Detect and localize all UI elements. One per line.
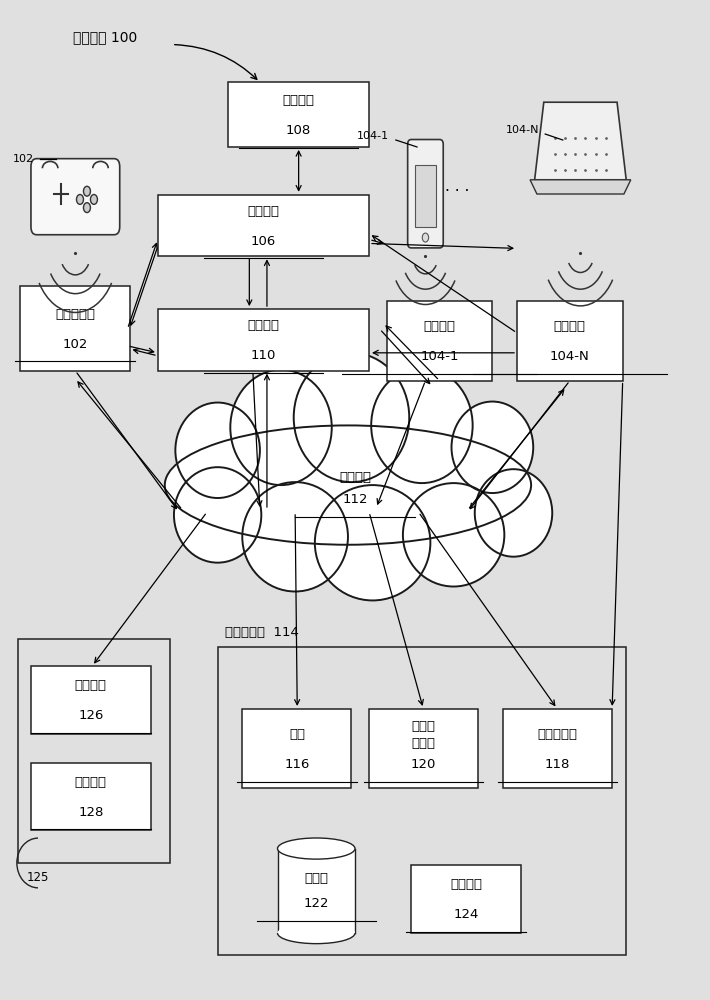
Text: 120: 120 — [411, 758, 437, 771]
Circle shape — [422, 233, 429, 242]
Text: 电子设备: 电子设备 — [554, 320, 586, 333]
Text: 通信网络: 通信网络 — [339, 471, 371, 484]
Text: 前端: 前端 — [289, 728, 305, 741]
Ellipse shape — [174, 467, 261, 563]
Text: 106: 106 — [251, 235, 276, 248]
Ellipse shape — [371, 368, 473, 483]
Text: 128: 128 — [78, 806, 104, 819]
Text: 110: 110 — [251, 349, 276, 362]
Text: 显示设备: 显示设备 — [283, 94, 315, 107]
Text: 112: 112 — [342, 493, 368, 506]
Text: · · ·: · · · — [445, 184, 469, 199]
FancyBboxPatch shape — [31, 159, 120, 235]
Text: 后端资源: 后端资源 — [450, 878, 482, 891]
Ellipse shape — [165, 425, 531, 545]
FancyBboxPatch shape — [228, 82, 369, 147]
Text: 122: 122 — [303, 897, 329, 910]
Text: 接口设备: 接口设备 — [247, 205, 280, 218]
Text: 116: 116 — [284, 758, 310, 771]
FancyBboxPatch shape — [21, 286, 130, 371]
Ellipse shape — [475, 469, 552, 557]
Polygon shape — [530, 180, 630, 194]
Text: 媒体流: 媒体流 — [412, 720, 436, 733]
FancyBboxPatch shape — [387, 301, 492, 381]
Text: 游戏控制器: 游戏控制器 — [55, 308, 95, 321]
Text: 104-1: 104-1 — [356, 131, 389, 141]
Text: 本地网络: 本地网络 — [247, 319, 280, 332]
Ellipse shape — [315, 485, 430, 600]
FancyBboxPatch shape — [158, 309, 369, 371]
Ellipse shape — [278, 923, 355, 944]
FancyBboxPatch shape — [503, 709, 612, 788]
Ellipse shape — [242, 482, 348, 591]
FancyBboxPatch shape — [415, 165, 436, 227]
FancyBboxPatch shape — [31, 666, 151, 734]
Text: 游戏服务器: 游戏服务器 — [537, 728, 577, 741]
Ellipse shape — [230, 370, 332, 485]
FancyBboxPatch shape — [517, 301, 623, 381]
FancyBboxPatch shape — [158, 195, 369, 256]
Ellipse shape — [452, 402, 533, 493]
Text: 102: 102 — [62, 338, 87, 351]
Ellipse shape — [294, 353, 409, 482]
Polygon shape — [535, 102, 626, 180]
Text: 104-N: 104-N — [550, 350, 590, 363]
Circle shape — [84, 186, 90, 196]
Text: 126: 126 — [78, 709, 104, 722]
Circle shape — [77, 195, 84, 204]
Text: 118: 118 — [545, 758, 570, 771]
Ellipse shape — [175, 403, 260, 498]
Text: 游戏环境 100: 游戏环境 100 — [73, 31, 138, 45]
Text: 104-N: 104-N — [506, 125, 540, 135]
Ellipse shape — [403, 483, 504, 587]
Bar — [278, 849, 355, 933]
Text: 服务器系统  114: 服务器系统 114 — [224, 626, 298, 639]
Ellipse shape — [278, 838, 355, 859]
Text: 电子设备: 电子设备 — [424, 320, 456, 333]
FancyBboxPatch shape — [31, 763, 151, 830]
Text: 数据库: 数据库 — [305, 872, 328, 885]
Text: 108: 108 — [286, 124, 311, 137]
Circle shape — [90, 195, 97, 204]
Text: 认证存储: 认证存储 — [75, 776, 106, 789]
Text: 服务器: 服务器 — [412, 737, 436, 750]
FancyBboxPatch shape — [411, 865, 520, 933]
Circle shape — [84, 203, 90, 213]
Text: 125: 125 — [27, 871, 49, 884]
Text: 104-1: 104-1 — [420, 350, 459, 363]
FancyBboxPatch shape — [369, 709, 479, 788]
Text: 124: 124 — [453, 908, 479, 921]
Text: 102: 102 — [13, 154, 34, 164]
FancyBboxPatch shape — [242, 709, 351, 788]
Ellipse shape — [165, 420, 531, 550]
FancyBboxPatch shape — [408, 140, 443, 248]
Text: 认证服务: 认证服务 — [75, 679, 106, 692]
